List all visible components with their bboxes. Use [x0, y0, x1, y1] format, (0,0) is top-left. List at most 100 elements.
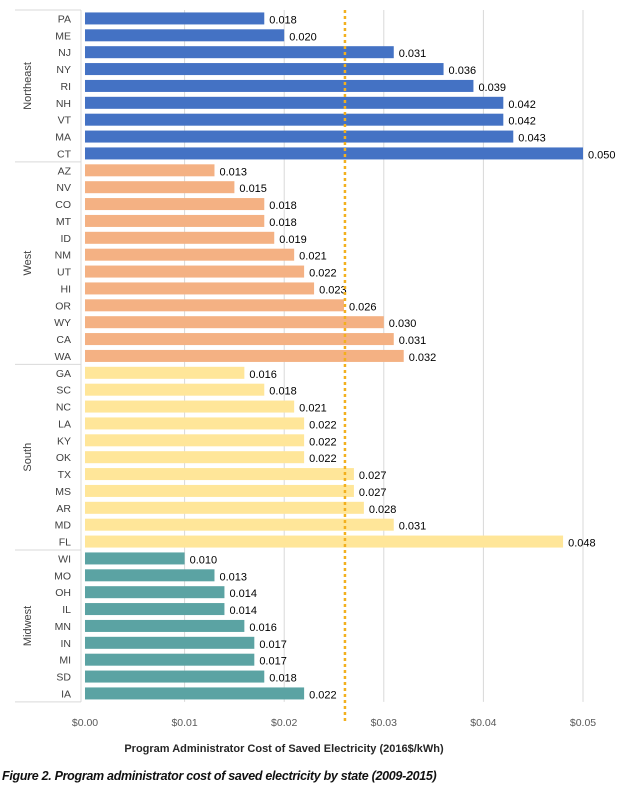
bar-az [85, 164, 215, 177]
group-label: South [22, 443, 34, 472]
category-label: CO [55, 199, 71, 211]
category-label: HI [61, 283, 72, 295]
bar-il [85, 603, 225, 616]
data-label: 0.016 [249, 622, 277, 634]
group-label: Northeast [22, 62, 34, 110]
bar-mn [85, 619, 245, 632]
data-label: 0.048 [568, 538, 596, 550]
bar-ar [85, 501, 364, 514]
category-label: NC [56, 402, 72, 414]
bar-mi [85, 653, 255, 666]
x-tick-label: $0.05 [570, 717, 596, 729]
category-label: NJ [58, 47, 71, 59]
bar-ct [85, 147, 583, 160]
data-label: 0.031 [399, 521, 427, 533]
category-label: OK [56, 452, 71, 464]
category-label: MD [55, 520, 72, 532]
data-label: 0.022 [309, 689, 337, 701]
bar-wi [85, 552, 185, 565]
data-label: 0.027 [359, 470, 387, 482]
data-label: 0.013 [219, 166, 247, 178]
data-label: 0.018 [269, 200, 297, 212]
category-label: ME [55, 30, 71, 42]
data-label: 0.042 [508, 99, 536, 111]
data-label: 0.022 [309, 268, 337, 280]
bar-ms [85, 484, 354, 497]
data-label: 0.028 [369, 504, 397, 516]
category-label: MS [55, 486, 71, 498]
category-label: VT [58, 115, 72, 127]
data-label: 0.027 [359, 487, 387, 499]
bar-ca [85, 333, 394, 346]
data-label: 0.015 [239, 183, 267, 195]
category-label: MN [55, 621, 71, 633]
figure-caption: Figure 2. Program administrator cost of … [2, 769, 437, 783]
category-label: IA [61, 688, 71, 700]
category-label: PA [58, 13, 71, 25]
bar-ky [85, 434, 305, 447]
data-label: 0.019 [279, 234, 307, 246]
data-label: 0.036 [449, 65, 477, 77]
data-label: 0.010 [190, 554, 218, 566]
category-label: FL [59, 537, 71, 549]
category-label: CT [57, 148, 72, 160]
x-tick-label: $0.01 [171, 717, 197, 729]
bar-wy [85, 316, 384, 329]
bar-la [85, 417, 305, 430]
bar-sc [85, 383, 265, 396]
category-label: WY [54, 317, 71, 329]
category-label: WA [54, 351, 71, 363]
bar-mt [85, 214, 265, 227]
bar-chart: $0.00 $0.01 $0.02 $0.03 $0.04 $0.05 PA 0.018 ME 0… [15, 9, 616, 755]
bar-ga [85, 366, 245, 379]
data-label: 0.031 [399, 335, 427, 347]
data-label: 0.013 [219, 571, 247, 583]
bar-ok [85, 451, 305, 464]
bar-co [85, 198, 265, 211]
x-axis-title: Program Administrator Cost of Saved Elec… [124, 743, 444, 755]
data-label: 0.042 [508, 116, 536, 128]
bar-pa [85, 12, 265, 25]
bar-or [85, 299, 344, 312]
data-label: 0.043 [518, 133, 546, 145]
data-label: 0.018 [269, 673, 297, 685]
data-label: 0.039 [478, 82, 506, 94]
group-label: Midwest [22, 606, 34, 646]
category-label: IN [61, 638, 72, 650]
bar-ri [85, 79, 474, 92]
category-label: MO [54, 570, 71, 582]
data-label: 0.022 [309, 453, 337, 465]
bar-nj [85, 46, 394, 59]
bar-nm [85, 248, 295, 261]
category-label: NV [56, 182, 71, 194]
data-label: 0.018 [269, 386, 297, 398]
category-label: CA [56, 334, 71, 346]
bar-fl [85, 535, 564, 548]
category-label: SD [56, 672, 71, 684]
data-label: 0.018 [269, 217, 297, 229]
category-label: RI [61, 81, 72, 93]
data-label: 0.017 [259, 656, 287, 668]
x-tick-label: $0.02 [271, 717, 297, 729]
category-label: KY [57, 435, 71, 447]
bar-vt [85, 113, 504, 126]
data-label: 0.014 [229, 588, 257, 600]
category-label: OH [55, 587, 71, 599]
x-tick-label: $0.03 [371, 717, 397, 729]
data-label: 0.016 [249, 369, 277, 381]
category-label: OR [55, 300, 71, 312]
data-label: 0.018 [269, 14, 297, 26]
category-label: AR [56, 503, 71, 515]
bar-md [85, 518, 394, 531]
bar-sd [85, 670, 265, 683]
bar-nc [85, 400, 295, 413]
category-label: MA [55, 132, 71, 144]
category-label: NM [55, 250, 71, 262]
bar-id [85, 231, 275, 244]
data-label: 0.021 [299, 251, 327, 263]
data-label: 0.021 [299, 403, 327, 415]
bar-nh [85, 96, 504, 109]
bar-ny [85, 63, 444, 76]
data-label: 0.026 [349, 301, 377, 313]
